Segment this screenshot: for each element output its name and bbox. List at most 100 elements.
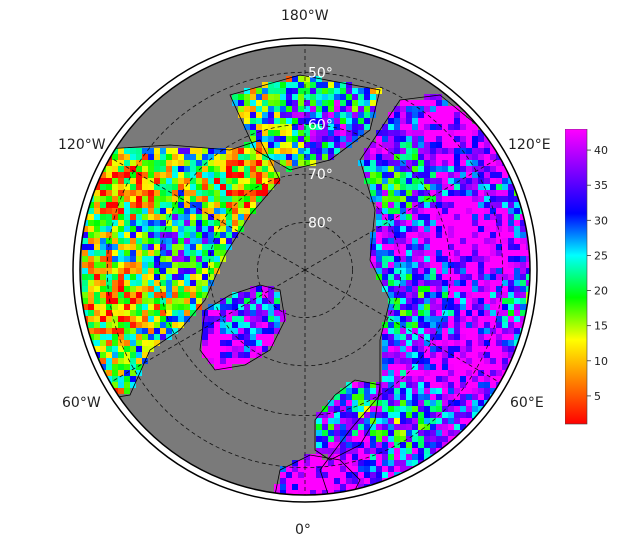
- data-cell: [112, 268, 118, 274]
- data-cell: [244, 166, 250, 172]
- data-cell: [130, 346, 136, 352]
- data-cell: [430, 202, 436, 208]
- data-cell: [118, 346, 124, 352]
- data-cell: [412, 352, 418, 358]
- data-cell: [442, 406, 448, 412]
- data-cell: [148, 310, 154, 316]
- data-cell: [298, 148, 304, 154]
- data-cell: [274, 172, 280, 178]
- data-cell: [406, 304, 412, 310]
- data-cell: [310, 118, 316, 124]
- data-cell: [214, 328, 220, 334]
- data-cell: [478, 388, 484, 394]
- data-cell: [178, 310, 184, 316]
- data-cell: [250, 334, 256, 340]
- data-cell: [352, 460, 358, 466]
- data-cell: [112, 244, 118, 250]
- data-cell: [286, 82, 292, 88]
- data-cell: [418, 346, 424, 352]
- data-cell: [82, 274, 88, 280]
- data-cell: [94, 316, 100, 322]
- data-cell: [154, 340, 160, 346]
- data-cell: [202, 256, 208, 262]
- data-cell: [478, 316, 484, 322]
- data-cell: [142, 340, 148, 346]
- data-cell: [508, 220, 514, 226]
- data-cell: [346, 136, 352, 142]
- data-cell: [166, 292, 172, 298]
- data-cell: [214, 166, 220, 172]
- data-cell: [442, 412, 448, 418]
- data-cell: [88, 322, 94, 328]
- data-cell: [346, 418, 352, 424]
- data-cell: [346, 394, 352, 400]
- data-cell: [298, 466, 304, 472]
- data-cell: [256, 154, 262, 160]
- data-cell: [412, 412, 418, 418]
- data-cell: [358, 124, 364, 130]
- data-cell: [322, 148, 328, 154]
- data-cell: [484, 160, 490, 166]
- data-cell: [436, 142, 442, 148]
- data-cell: [88, 244, 94, 250]
- data-cell: [274, 154, 280, 160]
- data-cell: [406, 286, 412, 292]
- data-cell: [328, 490, 334, 495]
- data-cell: [352, 418, 358, 424]
- data-cell: [358, 382, 364, 388]
- data-cell: [106, 172, 112, 178]
- data-cell: [166, 220, 172, 226]
- data-cell: [400, 370, 406, 376]
- data-cell: [322, 418, 328, 424]
- data-cell: [256, 352, 262, 358]
- data-cell: [136, 328, 142, 334]
- data-cell: [496, 334, 502, 340]
- data-cell: [226, 340, 232, 346]
- data-cell: [280, 106, 286, 112]
- data-cell: [340, 136, 346, 142]
- data-cell: [292, 472, 298, 478]
- data-cell: [478, 382, 484, 388]
- data-cell: [406, 370, 412, 376]
- latitude-label: 50°: [308, 65, 333, 81]
- data-cell: [418, 352, 424, 358]
- data-cell: [106, 304, 112, 310]
- data-cell: [448, 154, 454, 160]
- data-cell: [322, 490, 328, 495]
- data-cell: [388, 142, 394, 148]
- data-cell: [106, 328, 112, 334]
- data-cell: [106, 256, 112, 262]
- data-cell: [394, 382, 400, 388]
- data-cell: [376, 130, 382, 136]
- data-cell: [100, 262, 106, 268]
- data-cell: [358, 118, 364, 124]
- data-cell: [502, 184, 508, 190]
- data-cell: [202, 202, 208, 208]
- data-cell: [364, 112, 370, 118]
- data-cell: [388, 232, 394, 238]
- data-cell: [130, 286, 136, 292]
- data-cell: [448, 148, 454, 154]
- data-cell: [436, 214, 442, 220]
- data-cell: [82, 238, 88, 244]
- data-cell: [178, 184, 184, 190]
- data-cell: [220, 196, 226, 202]
- data-cell: [358, 112, 364, 118]
- data-cell: [454, 112, 460, 118]
- data-cell: [370, 436, 376, 442]
- data-cell: [436, 274, 442, 280]
- data-cell: [490, 328, 496, 334]
- data-cell: [190, 310, 196, 316]
- data-cell: [346, 448, 352, 454]
- data-cell: [472, 184, 478, 190]
- data-cell: [370, 454, 376, 460]
- data-cell: [262, 106, 268, 112]
- data-cell: [244, 316, 250, 322]
- data-cell: [256, 340, 262, 346]
- data-cell: [466, 292, 472, 298]
- data-cell: [220, 178, 226, 184]
- lon-label-120w: 120°W: [58, 137, 106, 153]
- data-cell: [208, 244, 214, 250]
- data-cell: [238, 172, 244, 178]
- data-cell: [454, 268, 460, 274]
